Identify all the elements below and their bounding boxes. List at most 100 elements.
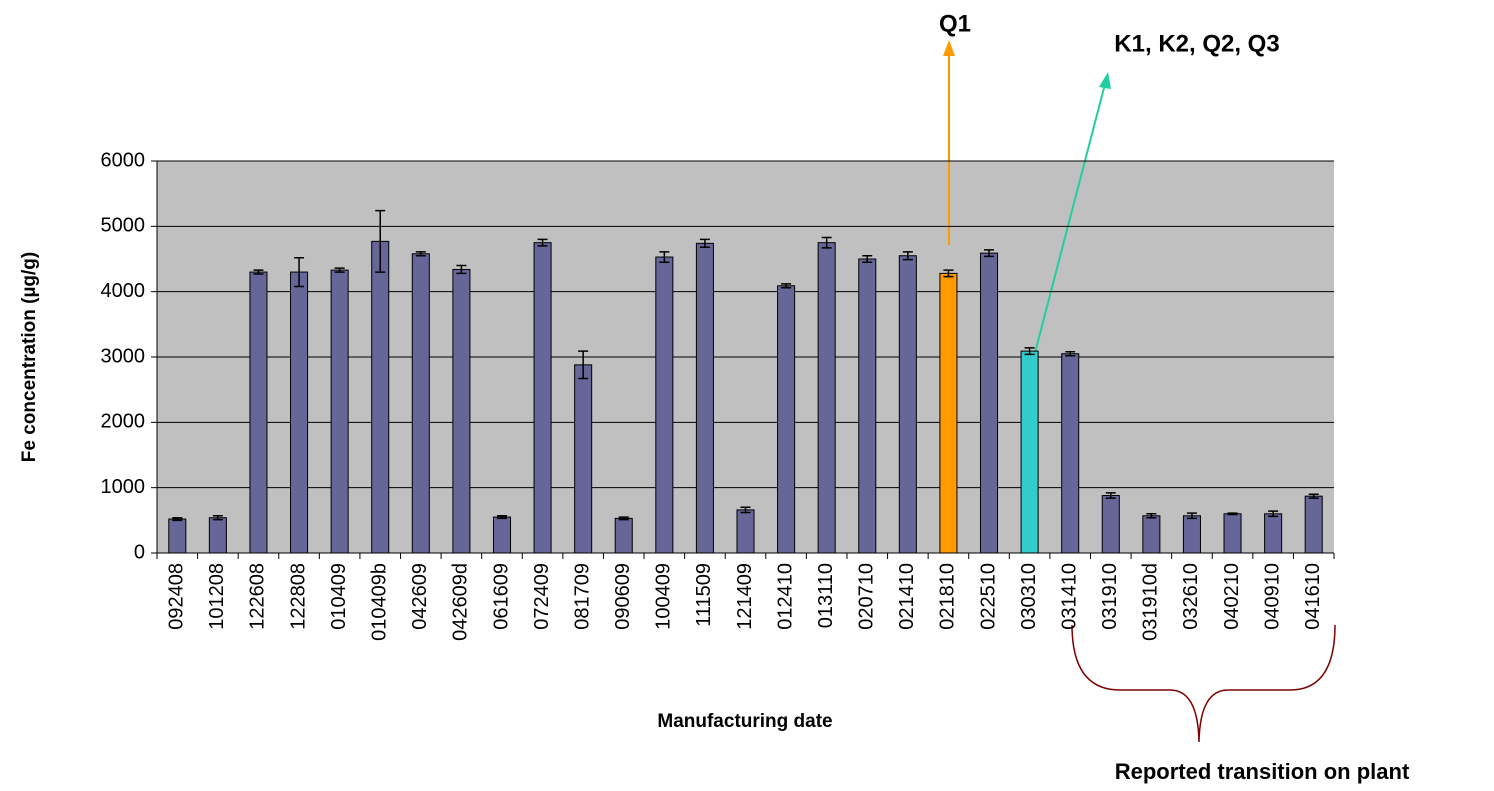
bar [655,256,674,554]
y-tick-label: 2000 [101,411,146,433]
y-tick-label: 0 [134,541,145,563]
error-bar [902,251,913,261]
x-axis-title: Manufacturing date [657,711,832,732]
x-tick-label: 081709 [571,563,593,630]
x-tick-label: 061609 [490,563,512,630]
bar [168,518,187,554]
bar [1223,513,1242,554]
bar [1101,495,1120,554]
x-tick-label: 022510 [977,563,999,630]
y-tick-label: 5000 [101,215,146,237]
bar [858,258,877,554]
error-bar [659,251,670,264]
x-tick-label: 041610 [1302,563,1324,630]
bar [817,242,836,554]
x-tick-label: 090609 [612,563,634,630]
x-tick-label: 031910d [1140,563,1162,641]
x-tick-label: 030310 [1018,563,1040,630]
x-tick-label: 010409 [328,563,350,630]
bar [1182,515,1201,554]
error-bar [740,506,751,514]
x-tick-label: 111509 [693,563,715,627]
x-tick-label: 021810 [937,563,959,630]
bar [330,269,349,554]
x-tick-label: 010409b [369,563,391,641]
error-bar [862,254,873,264]
y-tick-label: 1000 [101,476,146,498]
error-bar [781,283,792,289]
error-bar [1065,351,1076,357]
annotation: Q1 [939,10,971,37]
bar [777,285,796,554]
bar [492,516,512,554]
bar [1020,350,1039,554]
y-tick-label: 4000 [101,280,146,302]
error-bar [1308,493,1319,499]
x-tick-label: 031910 [1099,563,1121,630]
x-tick-label: 012410 [774,563,796,630]
error-bar [618,516,629,521]
error-bar [699,238,710,248]
bar [1264,513,1283,554]
error-bar [172,516,183,522]
error-bar [984,249,995,258]
bar [1061,353,1080,554]
error-bar [1186,512,1197,520]
error-bar [375,209,386,273]
bar [1304,495,1323,554]
error-bar [537,238,548,247]
error-bar [294,256,305,288]
error-bar [1105,492,1116,499]
error-bar [821,236,832,249]
bar [371,240,390,554]
error-bar [1268,510,1279,518]
x-tick-label: 040210 [1221,563,1243,630]
bar [533,242,552,554]
error-bar [415,251,426,257]
x-tick-label: 122608 [247,563,269,630]
x-tick-label: 072409 [531,563,553,630]
x-tick-label: 042609 [409,563,431,630]
bar [290,271,309,554]
error-bar [334,267,345,273]
bar [452,268,471,554]
error-bar [1146,513,1157,519]
error-bar [578,350,589,380]
x-tick-label: 100409 [653,563,675,630]
x-tick-label: 021410 [896,563,918,630]
bar [898,255,917,554]
error-bar [1024,347,1035,356]
x-tick-label: 092408 [166,563,188,630]
bar [1142,515,1161,554]
bar [208,517,227,554]
error-bar [1227,512,1238,516]
x-tick-label: 020710 [856,563,878,630]
annotation: K1, K2, Q2, Q3 [1114,30,1279,57]
x-tick-label: 031410 [1058,563,1080,630]
bar [574,364,593,554]
error-bar [212,515,223,521]
y-tick-label: 3000 [101,345,146,367]
error-bar [456,264,467,275]
bar [736,509,755,554]
x-tick-label: 032610 [1180,563,1202,630]
bar [614,517,633,554]
error-bar [253,269,264,275]
y-tick-label: 6000 [101,149,146,171]
bar [979,252,999,554]
bar [411,253,430,554]
x-tick-label: 122808 [287,563,309,630]
x-tick-label: 013110 [815,563,837,628]
bar [249,271,268,554]
arrows [943,40,1336,743]
error-bar [943,269,954,278]
x-tick-label: 121409 [734,563,756,630]
x-tick-label: 040910 [1261,563,1283,630]
y-axis-title: Fe concentration (µg/g) [19,252,40,462]
bar [939,272,958,554]
bar [695,242,714,554]
x-tick-label: 042609d [450,563,472,641]
x-tick-label: 101208 [206,563,228,630]
annotation: Reported transition on plant [1115,759,1410,784]
